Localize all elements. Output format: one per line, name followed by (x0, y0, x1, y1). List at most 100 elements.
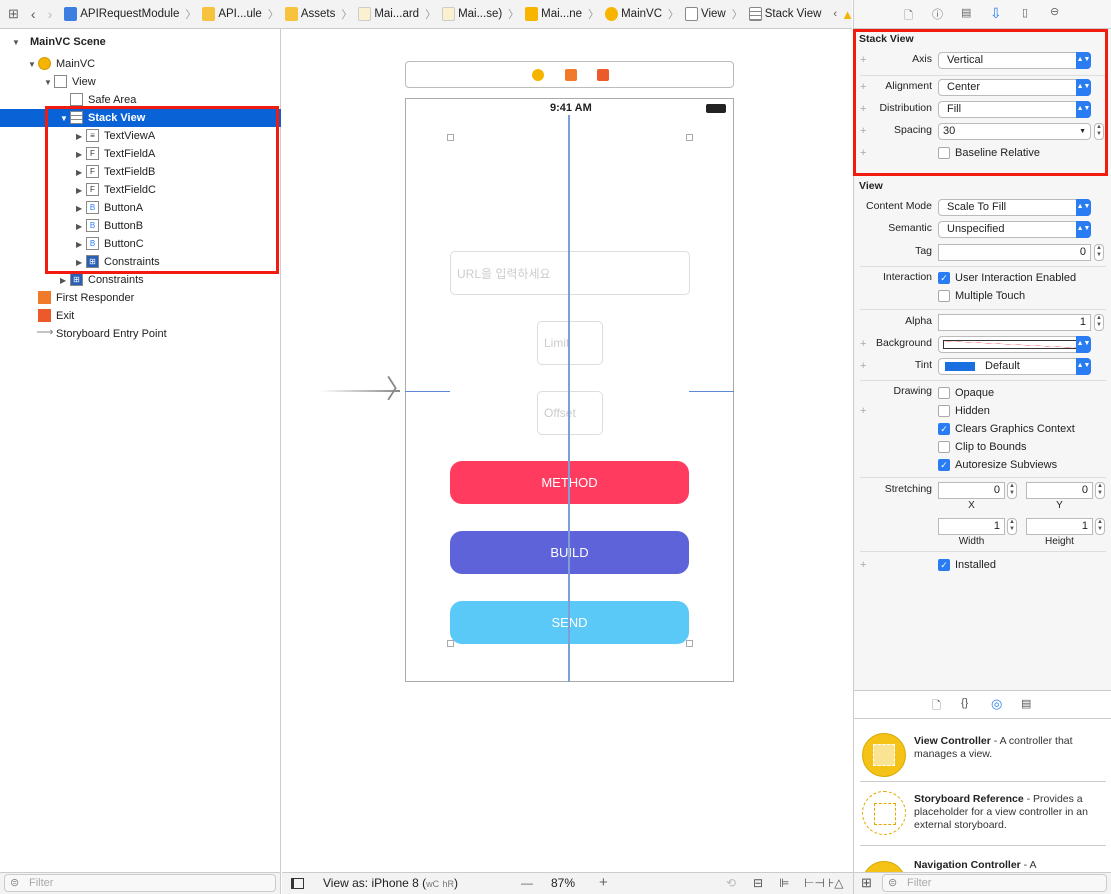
first-responder-icon[interactable] (565, 69, 577, 81)
installed-checkbox[interactable]: ✓ (938, 559, 950, 571)
add-variation-icon[interactable]: + (860, 559, 867, 571)
disclosure-closed-icon[interactable]: ▶ (76, 257, 83, 267)
exit-icon[interactable] (597, 69, 609, 81)
outline-item-buttona[interactable]: ▶ B ButtonA (0, 199, 281, 217)
align-icon[interactable]: ⊫ (779, 876, 790, 890)
disclosure-closed-icon[interactable]: ▶ (76, 131, 83, 141)
breadcrumb-project[interactable]: APIRequestModule (64, 7, 179, 21)
disclosure-open-icon[interactable]: ▼ (44, 77, 52, 87)
background-color-well[interactable]: ▲▼ (938, 336, 1091, 353)
add-constraints-icon[interactable]: ⊢⊣ (804, 876, 825, 890)
view-as-button[interactable]: View as: iPhone 8 (wC hR) (323, 876, 459, 890)
add-variation-icon[interactable]: + (860, 54, 867, 66)
identity-inspector-icon[interactable]: ▤ (961, 7, 972, 19)
breadcrumb-view[interactable]: View (685, 7, 726, 21)
resize-handle[interactable] (686, 134, 693, 141)
disclosure-closed-icon[interactable]: ▶ (76, 203, 83, 213)
update-frames-icon[interactable]: ⟲ (726, 876, 737, 890)
outline-item-exit[interactable]: Exit (0, 307, 281, 325)
outline-item-mainvc[interactable]: ▼ MainVC (0, 55, 281, 73)
spacing-stepper[interactable]: ▲ ▼ (1094, 123, 1104, 140)
grid-view-icon[interactable]: ⊞ (861, 875, 872, 890)
back-button[interactable]: ‹ (30, 6, 36, 22)
outline-item-mainvc-scene[interactable]: ▼ MainVC Scene (0, 33, 281, 51)
baseline-relative-checkbox[interactable] (938, 147, 950, 159)
outline-item-view[interactable]: ▼ View (0, 73, 281, 91)
user-interaction-checkbox[interactable]: ✓ (938, 272, 950, 284)
add-variation-icon[interactable]: + (860, 338, 867, 350)
disclosure-closed-icon[interactable]: ▶ (76, 149, 83, 159)
stretch-y-stepper[interactable]: ▲ ▼ (1095, 482, 1105, 499)
add-variation-icon[interactable]: + (860, 405, 867, 417)
tag-field[interactable]: 0 (938, 244, 1091, 261)
alignment-popup[interactable]: Center ▲▼ (938, 79, 1091, 96)
toggle-outline-button[interactable] (291, 878, 304, 889)
media-library-icon[interactable]: ▤ (1021, 698, 1032, 710)
outline-item-safe-area[interactable]: Safe Area (0, 91, 281, 109)
object-library-icon[interactable]: ◎ (991, 696, 1003, 711)
breadcrumb-storyboard[interactable]: Mai...ard (358, 7, 419, 21)
outline-item-constraints[interactable]: ▶ ⊞ Constraints (0, 253, 281, 271)
stretch-width-field[interactable]: 1 (938, 518, 1005, 535)
add-variation-icon[interactable]: + (860, 125, 867, 137)
disclosure-closed-icon[interactable]: ▶ (60, 275, 67, 285)
library-filter-input[interactable]: Filter (882, 874, 1107, 892)
opaque-checkbox[interactable] (938, 387, 950, 399)
tag-stepper[interactable]: ▲ ▼ (1094, 244, 1104, 261)
multiple-touch-checkbox[interactable] (938, 290, 950, 302)
distribution-popup[interactable]: Fill ▲▼ (938, 101, 1091, 118)
semantic-popup[interactable]: Unspecified ▲▼ (938, 221, 1091, 238)
breadcrumb-stack-view[interactable]: Stack View (748, 7, 821, 21)
url-text-field[interactable]: URL을 입력하세요 (450, 251, 690, 295)
add-variation-icon[interactable]: + (860, 81, 867, 93)
stretch-y-field[interactable]: 0 (1026, 482, 1093, 499)
outline-item-storyboard-entry-point[interactable]: ⟶ Storyboard Entry Point (0, 325, 281, 343)
breadcrumb-storyboard-base[interactable]: Mai...se) (442, 7, 502, 21)
library-item-view-controller[interactable]: View Controller - A controller that mana… (860, 725, 1106, 782)
disclosure-closed-icon[interactable]: ▶ (76, 239, 83, 249)
content-mode-popup[interactable]: Scale To Fill ▲▼ (938, 199, 1091, 216)
tint-popup[interactable]: Default ▲▼ (938, 358, 1091, 375)
outline-filter-input[interactable]: Filter (4, 874, 276, 892)
axis-popup[interactable]: Vertical ▲▼ (938, 52, 1091, 69)
library-item-navigation-controller[interactable]: Navigation Controller - A (860, 853, 1106, 873)
chevron-down-icon[interactable]: ▼ (1079, 128, 1086, 135)
breadcrumb-assets[interactable]: Assets (284, 7, 335, 21)
help-inspector-icon[interactable]: ⓘ (932, 9, 943, 21)
alpha-stepper[interactable]: ▲ ▼ (1094, 314, 1104, 331)
outline-item-buttonc[interactable]: ▶ B ButtonC (0, 235, 281, 253)
add-variation-icon[interactable]: + (860, 360, 867, 372)
resolve-issues-icon[interactable]: ⊦△ (828, 876, 844, 890)
outline-item-first-responder[interactable]: First Responder (0, 289, 281, 307)
stretch-x-field[interactable]: 0 (938, 482, 1005, 499)
spacing-combo[interactable]: 30 ▼ (938, 123, 1091, 140)
clip-to-bounds-checkbox[interactable] (938, 441, 950, 453)
connections-inspector-icon[interactable]: ⊖ (1050, 6, 1060, 18)
add-variation-icon[interactable]: + (860, 103, 867, 115)
breadcrumb-group[interactable]: API...ule (202, 7, 262, 21)
stretch-height-stepper[interactable]: ▲ ▼ (1095, 518, 1105, 535)
stretch-height-field[interactable]: 1 (1026, 518, 1093, 535)
resize-handle[interactable] (447, 134, 454, 141)
forward-button[interactable]: › (47, 6, 53, 22)
offset-text-field[interactable]: Offset (537, 391, 603, 435)
warning-icon[interactable]: ▲ (841, 6, 854, 22)
view-controller-icon[interactable] (532, 69, 544, 81)
library-item-storyboard-reference[interactable]: Storyboard Reference - Provides a placeh… (860, 783, 1106, 846)
outline-item-textfieldb[interactable]: ▶ F TextFieldB (0, 163, 281, 181)
limit-text-field[interactable]: Limit (537, 321, 603, 365)
disclosure-closed-icon[interactable]: ▶ (76, 221, 83, 231)
embed-in-stack-icon[interactable]: ⊟ (753, 876, 764, 890)
disclosure-closed-icon[interactable]: ▶ (76, 185, 83, 195)
zoom-in-button[interactable]: + (599, 874, 608, 891)
outline-item-textfielda[interactable]: ▶ F TextFieldA (0, 145, 281, 163)
breadcrumb-mainvc[interactable]: MainVC (605, 7, 662, 21)
breadcrumb-scene[interactable]: Mai...ne (525, 7, 582, 21)
outline-item-textfieldc[interactable]: ▶ F TextFieldC (0, 181, 281, 199)
attributes-inspector-icon[interactable]: ⇩ (990, 5, 1002, 21)
clears-graphics-checkbox[interactable]: ✓ (938, 423, 950, 435)
grid-icon[interactable]: ⊞ (8, 6, 19, 21)
outline-item-stack-view[interactable]: ▼ Stack View (0, 109, 281, 127)
autoresize-checkbox[interactable]: ✓ (938, 459, 950, 471)
outline-item-textviewa[interactable]: ▶ ≡ TextViewA (0, 127, 281, 145)
